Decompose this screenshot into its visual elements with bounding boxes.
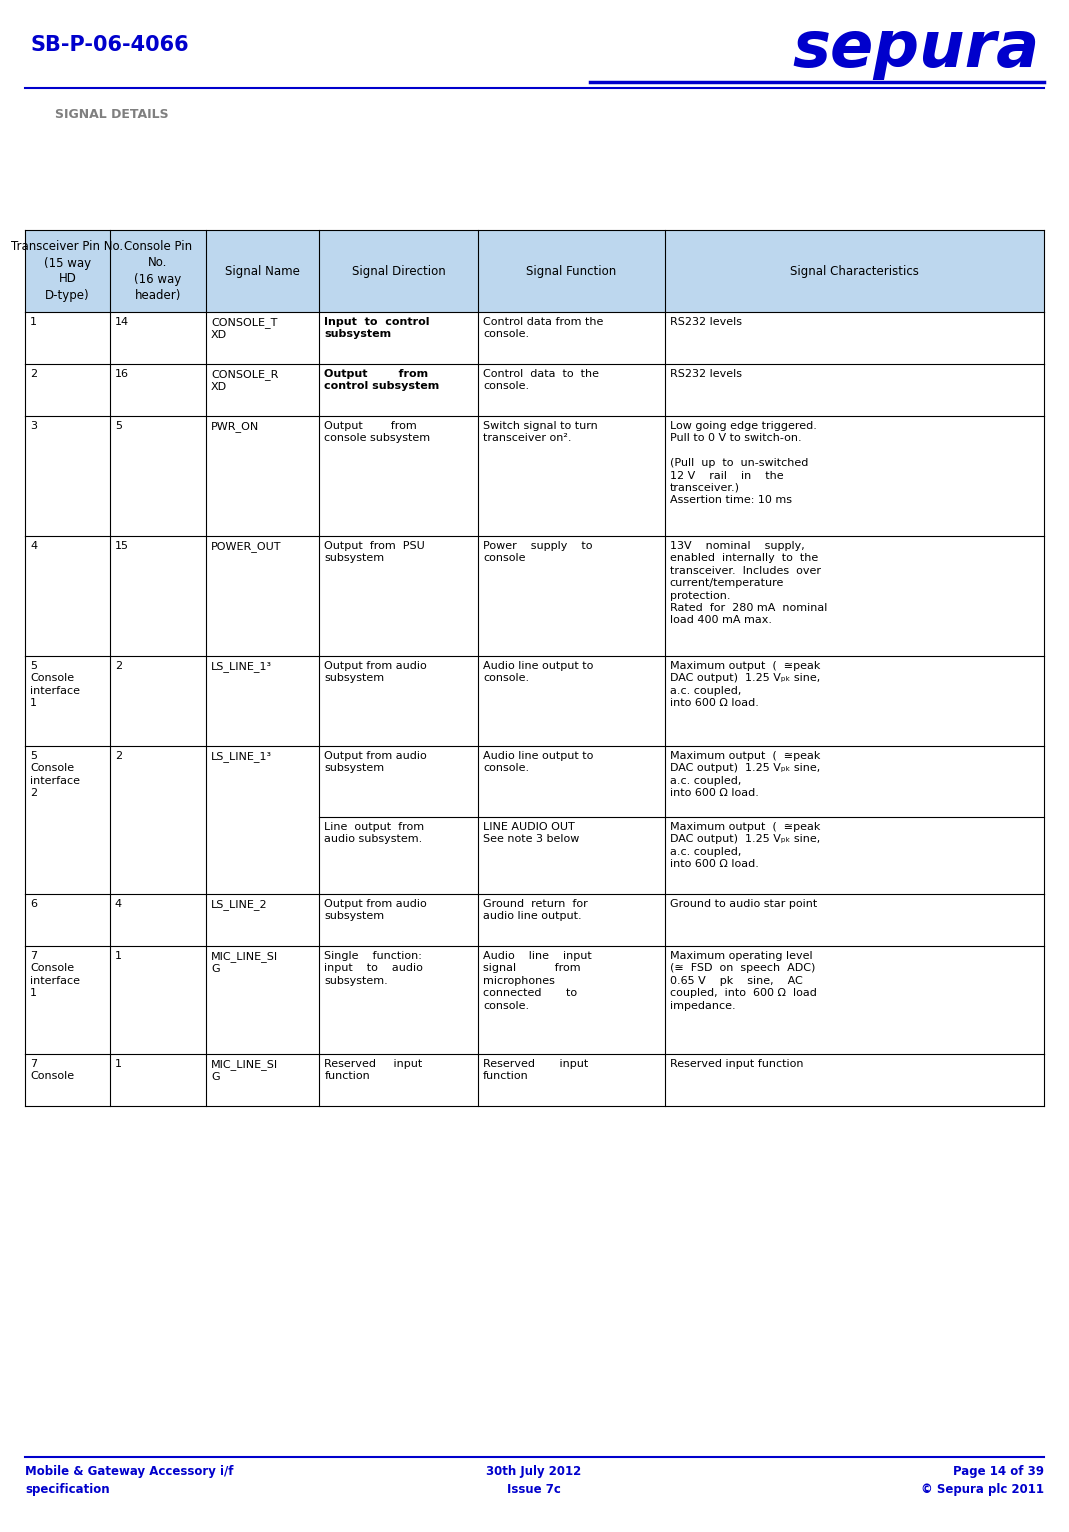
Text: MIC_LINE_SI
G: MIC_LINE_SI G bbox=[212, 1059, 278, 1082]
Text: Ground  return  for
audio line output.: Ground return for audio line output. bbox=[483, 899, 588, 921]
Text: SB-P-06-4066: SB-P-06-4066 bbox=[30, 35, 188, 55]
Text: CONSOLE_R
XD: CONSOLE_R XD bbox=[212, 369, 279, 392]
Text: Maximum output  (  ≅peak
DAC output)  1.25 Vₚₖ sine,
a.c. coupled,
into 600 Ω lo: Maximum output ( ≅peak DAC output) 1.25 … bbox=[669, 823, 820, 869]
Text: Maximum operating level
(≅  FSD  on  speech  ADC)
0.65 V    pk    sine,    AC
co: Maximum operating level (≅ FSD on speech… bbox=[669, 951, 817, 1011]
Text: 5
Console
interface
1: 5 Console interface 1 bbox=[30, 660, 80, 708]
Text: Output  from  PSU
subsystem: Output from PSU subsystem bbox=[324, 541, 425, 564]
Text: Reserved input function: Reserved input function bbox=[669, 1059, 803, 1069]
Text: 4: 4 bbox=[114, 899, 122, 908]
Text: 1: 1 bbox=[114, 1059, 122, 1069]
Text: LS_LINE_1³: LS_LINE_1³ bbox=[212, 660, 273, 673]
Text: Signal Characteristics: Signal Characteristics bbox=[790, 265, 918, 277]
Text: 2: 2 bbox=[114, 660, 122, 671]
Text: Maximum output  (  ≅peak
DAC output)  1.25 Vₚₖ sine,
a.c. coupled,
into 600 Ω lo: Maximum output ( ≅peak DAC output) 1.25 … bbox=[669, 751, 820, 798]
Text: 2: 2 bbox=[114, 751, 122, 761]
Text: Reserved     input
function: Reserved input function bbox=[324, 1059, 422, 1082]
Text: RS232 levels: RS232 levels bbox=[669, 369, 742, 378]
Text: CONSOLE_T
XD: CONSOLE_T XD bbox=[212, 317, 278, 340]
Text: Ground to audio star point: Ground to audio star point bbox=[669, 899, 817, 908]
Text: Single    function:
input    to    audio
subsystem.: Single function: input to audio subsyste… bbox=[324, 951, 423, 985]
Text: Transceiver Pin No.
(15 way
HD
D-type): Transceiver Pin No. (15 way HD D-type) bbox=[12, 241, 124, 302]
Text: Output        from
console subsystem: Output from console subsystem bbox=[324, 421, 431, 443]
Text: sepura: sepura bbox=[793, 18, 1040, 80]
Text: 15: 15 bbox=[114, 541, 129, 552]
Text: POWER_OUT: POWER_OUT bbox=[212, 541, 281, 552]
Text: SIGNAL DETAILS: SIGNAL DETAILS bbox=[55, 107, 169, 121]
Text: Signal Function: Signal Function bbox=[526, 265, 617, 277]
Text: 3: 3 bbox=[30, 421, 37, 430]
Text: LS_LINE_2: LS_LINE_2 bbox=[212, 899, 267, 910]
Text: Control data from the
console.: Control data from the console. bbox=[483, 317, 603, 340]
Text: 5: 5 bbox=[114, 421, 122, 430]
Text: specification: specification bbox=[25, 1483, 110, 1497]
Text: Audio line output to
console.: Audio line output to console. bbox=[483, 660, 593, 683]
Text: 7
Console: 7 Console bbox=[30, 1059, 74, 1082]
Text: Audio    line    input
signal           from
microphones
connected       to
cons: Audio line input signal from microphones… bbox=[483, 951, 591, 1011]
Text: 14: 14 bbox=[114, 317, 129, 326]
Text: Line  output  from
audio subsystem.: Line output from audio subsystem. bbox=[324, 823, 424, 844]
Text: Maximum output  (  ≅peak
DAC output)  1.25 Vₚₖ sine,
a.c. coupled,
into 600 Ω lo: Maximum output ( ≅peak DAC output) 1.25 … bbox=[669, 660, 820, 708]
Text: Console Pin
No.
(16 way
header): Console Pin No. (16 way header) bbox=[124, 241, 192, 302]
Text: © Sepura plc 2011: © Sepura plc 2011 bbox=[921, 1483, 1044, 1497]
Text: MIC_LINE_SI
G: MIC_LINE_SI G bbox=[212, 951, 278, 974]
Text: Mobile & Gateway Accessory i/f: Mobile & Gateway Accessory i/f bbox=[25, 1465, 233, 1478]
Text: Control  data  to  the
console.: Control data to the console. bbox=[483, 369, 599, 391]
Text: Low going edge triggered.
Pull to 0 V to switch-on.

(Pull  up  to  un-switched
: Low going edge triggered. Pull to 0 V to… bbox=[669, 421, 817, 506]
Text: 5
Console
interface
2: 5 Console interface 2 bbox=[30, 751, 80, 798]
Text: Issue 7c: Issue 7c bbox=[507, 1483, 561, 1497]
Text: 1: 1 bbox=[30, 317, 37, 326]
Bar bbox=[25, 230, 1044, 313]
Text: Output from audio
subsystem: Output from audio subsystem bbox=[324, 751, 428, 774]
Text: 2: 2 bbox=[30, 369, 37, 378]
Text: Page 14 of 39: Page 14 of 39 bbox=[952, 1465, 1044, 1478]
Text: PWR_ON: PWR_ON bbox=[212, 421, 260, 432]
Text: 1: 1 bbox=[114, 951, 122, 961]
Text: LS_LINE_1³: LS_LINE_1³ bbox=[212, 751, 273, 761]
Text: Output from audio
subsystem: Output from audio subsystem bbox=[324, 660, 428, 683]
Text: 30th July 2012: 30th July 2012 bbox=[486, 1465, 582, 1478]
Text: Audio line output to
console.: Audio line output to console. bbox=[483, 751, 593, 774]
Text: RS232 levels: RS232 levels bbox=[669, 317, 742, 326]
Text: Signal Direction: Signal Direction bbox=[352, 265, 446, 277]
Text: LINE AUDIO OUT
See note 3 below: LINE AUDIO OUT See note 3 below bbox=[483, 823, 579, 844]
Text: Reserved       input
function: Reserved input function bbox=[483, 1059, 588, 1082]
Text: Switch signal to turn
transceiver on².: Switch signal to turn transceiver on². bbox=[483, 421, 598, 443]
Text: Signal Name: Signal Name bbox=[226, 265, 300, 277]
Text: 4: 4 bbox=[30, 541, 37, 552]
Text: Power    supply    to
console: Power supply to console bbox=[483, 541, 592, 564]
Text: 16: 16 bbox=[114, 369, 129, 378]
Text: 7
Console
interface
1: 7 Console interface 1 bbox=[30, 951, 80, 999]
Text: Output from audio
subsystem: Output from audio subsystem bbox=[324, 899, 428, 921]
Text: 13V    nominal    supply,
enabled  internally  to  the
transceiver.  Includes  o: 13V nominal supply, enabled internally t… bbox=[669, 541, 827, 625]
Text: Input  to  control
subsystem: Input to control subsystem bbox=[324, 317, 430, 340]
Text: Output        from
control subsystem: Output from control subsystem bbox=[324, 369, 439, 391]
Text: 6: 6 bbox=[30, 899, 37, 908]
